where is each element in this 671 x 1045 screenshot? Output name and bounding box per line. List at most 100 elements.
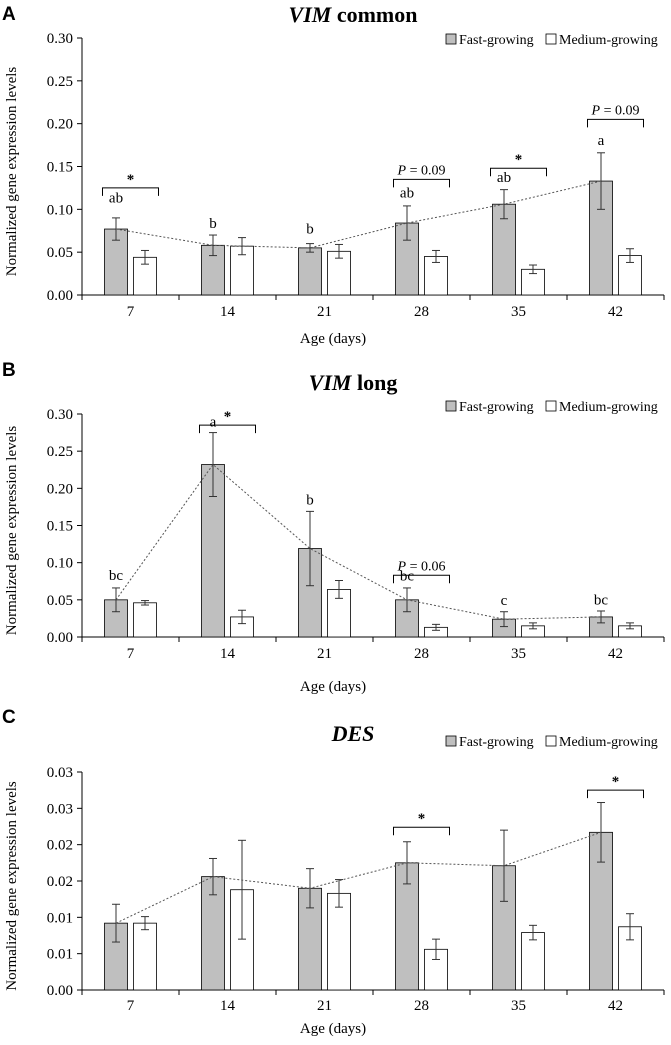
significance-star: * (612, 774, 620, 790)
y-tick-label: 0.30 (47, 31, 73, 47)
x-tick-label: 28 (414, 646, 429, 662)
chart-title-gene: VIM (309, 370, 353, 395)
legend: Fast-growing Medium-growing (445, 33, 658, 48)
y-tick-label: 0.25 (47, 444, 73, 460)
x-tick-label: 7 (127, 646, 135, 662)
bar-medium-7 (133, 602, 157, 638)
significance-star: * (418, 811, 426, 827)
x-tick-label: 35 (511, 646, 526, 662)
legend-swatch-fast (445, 400, 457, 412)
x-tick-label: 21 (317, 646, 332, 662)
legend: Fast-growing Medium-growing (445, 735, 658, 750)
significance-letter: bc (109, 568, 124, 584)
p-value-label: P = 0.06 (397, 559, 446, 574)
x-tick-label: 42 (608, 998, 623, 1014)
legend-swatch-fast (445, 735, 457, 747)
panel-letter: B (2, 360, 16, 381)
significance-letter: bc (400, 569, 415, 585)
x-tick-label: 21 (317, 998, 332, 1014)
x-tick-label: 14 (220, 998, 236, 1014)
x-tick-label: 7 (127, 304, 135, 320)
chart-title-gene: VIM (289, 2, 333, 27)
legend-label-fast: Fast-growing (459, 33, 534, 48)
legend-label-medium: Medium-growing (559, 400, 658, 415)
y-tick-label: 0.00 (47, 630, 73, 646)
y-tick-label: 0.03 (47, 765, 73, 781)
y-tick-label: 0.05 (47, 245, 73, 261)
x-tick-label: 28 (414, 304, 429, 320)
legend-swatch-medium (545, 33, 557, 45)
y-tick-label: 0.02 (47, 838, 73, 854)
chart-title: DES (331, 721, 375, 746)
significance-letter: a (598, 133, 605, 149)
y-tick-label: 0.15 (47, 160, 73, 176)
p-value-text: = 0.09 (600, 103, 639, 118)
chart-title-rest: common (331, 2, 417, 27)
x-tick-label: 14 (220, 304, 236, 320)
y-axis-title: Normalized gene expression levels (4, 426, 20, 636)
significance-bracket (393, 574, 450, 584)
legend-label-medium: Medium-growing (559, 33, 658, 48)
legend-label-fast: Fast-growing (459, 400, 534, 415)
significance-bracket (102, 187, 159, 196)
legend-swatch-medium (545, 400, 557, 412)
x-tick-label: 7 (127, 998, 135, 1014)
legend-swatch-fast (445, 33, 457, 45)
p-value-symbol: P (397, 559, 407, 574)
chart-title: VIM common (289, 2, 418, 27)
significance-letter: a (210, 415, 217, 431)
significance-letter: bc (594, 592, 609, 608)
x-tick-label: 35 (511, 304, 526, 320)
p-value-label: P = 0.09 (397, 163, 446, 178)
p-value-symbol: P (397, 163, 407, 178)
y-tick-label: 0.01 (47, 910, 73, 926)
x-axis-title: Age (days) (300, 679, 366, 695)
significance-bracket (393, 826, 450, 836)
significance-star: * (127, 172, 135, 188)
y-axis-title: Normalized gene expression levels (4, 67, 20, 277)
chart-title: VIM long (309, 370, 398, 395)
significance-letter: ab (109, 190, 123, 206)
y-tick-label: 0.03 (47, 801, 73, 817)
significance-bracket (587, 118, 644, 128)
legend-label-fast: Fast-growing (459, 735, 534, 750)
significance-bracket (199, 424, 256, 434)
bar-medium-21 (327, 892, 351, 991)
significance-star: * (515, 152, 523, 168)
trend-line-fast (115, 831, 602, 924)
p-value-text: = 0.09 (406, 163, 445, 178)
y-tick-label: 0.00 (47, 983, 73, 999)
legend-label-medium: Medium-growing (559, 735, 658, 750)
p-value-symbol: P (591, 103, 601, 118)
p-value-label: P = 0.09 (591, 103, 640, 118)
y-tick-label: 0.02 (47, 874, 73, 890)
y-tick-label: 0.15 (47, 519, 73, 535)
chart-title-gene: DES (331, 721, 375, 746)
significance-bracket (490, 167, 547, 177)
significance-letter: ab (400, 185, 414, 201)
y-tick-label: 0.20 (47, 117, 73, 133)
significance-letter: c (501, 593, 508, 609)
x-tick-label: 35 (511, 998, 526, 1014)
y-tick-label: 0.25 (47, 74, 73, 90)
x-tick-label: 42 (608, 646, 623, 662)
significance-bracket (587, 789, 644, 799)
y-tick-label: 0.10 (47, 202, 73, 218)
chart-title-rest: long (351, 370, 397, 395)
p-value-text: = 0.06 (406, 559, 445, 574)
bar-medium-7 (133, 922, 157, 991)
panel-letter: A (2, 4, 16, 25)
x-axis-title: Age (days) (300, 1021, 366, 1037)
bar-fast-21 (298, 247, 322, 296)
y-tick-label: 0.01 (47, 947, 73, 963)
significance-letter: b (209, 216, 217, 232)
bar-medium-35 (521, 932, 545, 991)
trend-line-fast (115, 180, 602, 249)
y-tick-label: 0.05 (47, 593, 73, 609)
legend: Fast-growing Medium-growing (445, 400, 658, 415)
legend-swatch-medium (545, 735, 557, 747)
x-tick-label: 21 (317, 304, 332, 320)
chart-panel-a: A VIM common 0.00 0.05 0.10 0.15 0.20 0.25 0.30 N… (2, 2, 665, 347)
significance-bracket (393, 178, 450, 188)
x-axis-title: Age (days) (300, 331, 366, 347)
